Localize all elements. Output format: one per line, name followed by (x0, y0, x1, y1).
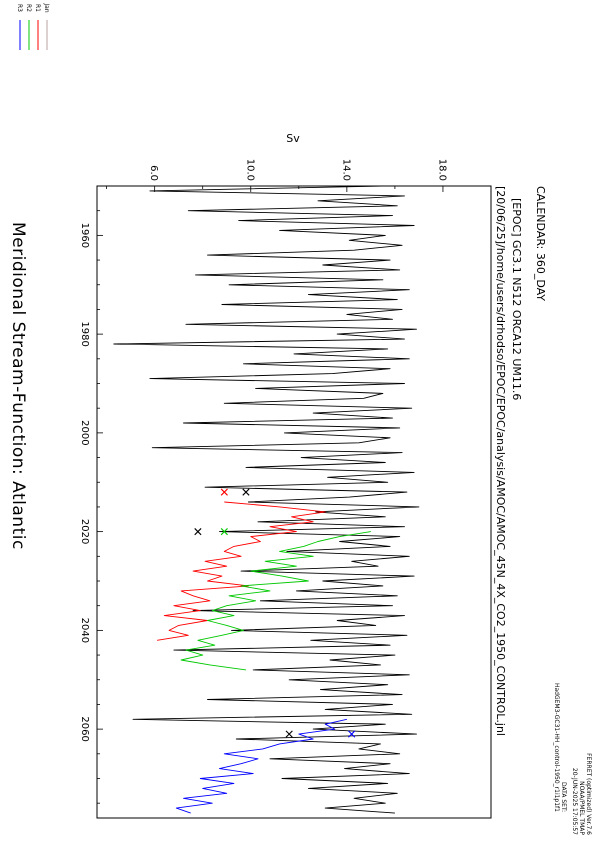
y-tick-label: 14.0 (340, 159, 351, 181)
calendar-label: CALENDAR: 360_DAY (534, 186, 547, 301)
plot-frame (96, 185, 492, 819)
legend-label: Jan (43, 2, 50, 12)
x-tick-label: 1960 (79, 223, 90, 248)
marker-r1 (220, 488, 228, 496)
x-tick-label: 2020 (79, 519, 90, 544)
series-line-r3 (175, 718, 347, 814)
x-tick-label: 2040 (79, 618, 90, 643)
marker-jan (285, 730, 293, 738)
y-axis-label: Sv (286, 132, 300, 145)
plot-title: Meridional Stream-Function: Atlantic (8, 222, 28, 550)
series-line-r2 (180, 531, 371, 671)
y-tick-label: 6.0 (148, 165, 159, 181)
marker-r2 (220, 528, 228, 536)
x-tick-labels: 1960 1980 2000 2020 2040 2060 (79, 223, 90, 742)
x-tick-label: 2000 (79, 420, 90, 445)
axis-ticks (97, 185, 492, 804)
marker-r3 (348, 730, 356, 738)
legend-label: R1 (34, 4, 41, 12)
y-tick-labels: 6.0 10.0 14.0 18.0 (148, 159, 447, 181)
x-tick-label: 1980 (79, 321, 90, 346)
series-line-jan (113, 185, 420, 814)
y-tick-label: 18.0 (436, 159, 447, 181)
marker-jan (194, 528, 202, 536)
legend-label: R2 (25, 4, 32, 12)
file-path: [20/06/25]/home/users/drhodso/EPOC/EPOC/… (494, 186, 507, 736)
run-title: [EPOC] GC3.1 N512 ORCA12 UM11.6 (510, 198, 523, 400)
ferret-timestamp: 20-JUN-2025 17:05:57 (571, 768, 578, 835)
legend-label: R3 (16, 4, 23, 12)
dataset-label: DATA SET: (560, 782, 567, 812)
series-line-r1 (157, 501, 326, 641)
marker-jan (242, 488, 250, 496)
ferret-version: FERRET (optimized) Ver.7.6 (585, 753, 592, 835)
series-layer (113, 185, 420, 814)
x-tick-label: 2060 (79, 716, 90, 741)
dataset-name: HadGEM3-GC31-HH_control-1950_r1i1p1f1 (553, 683, 560, 812)
y-tick-label: 10.0 (244, 159, 255, 181)
ferret-org: NOAA/PMEL TMAP (578, 781, 585, 835)
marker-layer (194, 488, 356, 738)
